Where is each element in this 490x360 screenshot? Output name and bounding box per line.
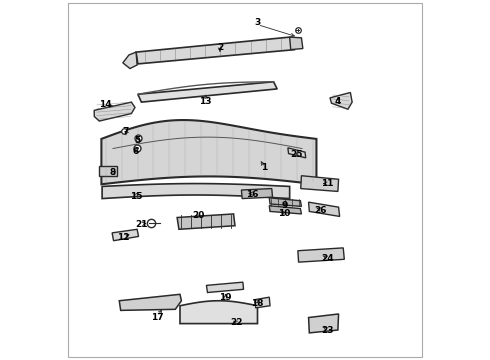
Polygon shape [270, 206, 301, 214]
Text: 19: 19 [219, 293, 232, 302]
Text: 18: 18 [251, 299, 264, 308]
Text: 4: 4 [335, 97, 341, 106]
Text: 25: 25 [291, 150, 303, 159]
Polygon shape [242, 189, 272, 199]
Polygon shape [101, 120, 317, 184]
Text: 26: 26 [314, 206, 326, 215]
Polygon shape [177, 214, 235, 229]
Text: 11: 11 [321, 179, 333, 188]
Text: 12: 12 [117, 233, 130, 242]
Polygon shape [330, 93, 352, 109]
Polygon shape [309, 202, 340, 216]
Text: 8: 8 [110, 168, 116, 177]
Polygon shape [138, 82, 277, 102]
Polygon shape [270, 198, 301, 206]
Text: 23: 23 [321, 325, 333, 334]
Polygon shape [298, 248, 344, 262]
Text: 20: 20 [193, 211, 205, 220]
Polygon shape [180, 301, 258, 324]
Polygon shape [102, 184, 290, 199]
Polygon shape [123, 52, 137, 68]
Polygon shape [288, 148, 306, 158]
Text: 2: 2 [217, 43, 223, 52]
Polygon shape [301, 176, 339, 192]
Polygon shape [119, 294, 181, 310]
Text: 13: 13 [199, 97, 212, 106]
Text: 15: 15 [130, 192, 142, 201]
Text: 7: 7 [122, 127, 128, 136]
Text: 5: 5 [135, 136, 141, 145]
Polygon shape [136, 37, 295, 64]
Text: 9: 9 [281, 201, 288, 210]
Text: 16: 16 [246, 190, 258, 199]
Text: 6: 6 [133, 147, 139, 156]
Text: 22: 22 [230, 318, 243, 327]
Text: 24: 24 [321, 254, 334, 263]
Polygon shape [94, 102, 135, 121]
Polygon shape [112, 229, 139, 241]
Polygon shape [309, 314, 339, 333]
Text: 21: 21 [135, 220, 147, 229]
Polygon shape [290, 37, 303, 50]
Polygon shape [99, 166, 117, 176]
Text: 17: 17 [151, 313, 164, 322]
Text: 3: 3 [254, 18, 261, 27]
Text: 10: 10 [278, 210, 291, 219]
Text: 1: 1 [262, 163, 268, 172]
Text: 14: 14 [99, 100, 112, 109]
Polygon shape [255, 297, 270, 308]
Polygon shape [206, 282, 244, 293]
